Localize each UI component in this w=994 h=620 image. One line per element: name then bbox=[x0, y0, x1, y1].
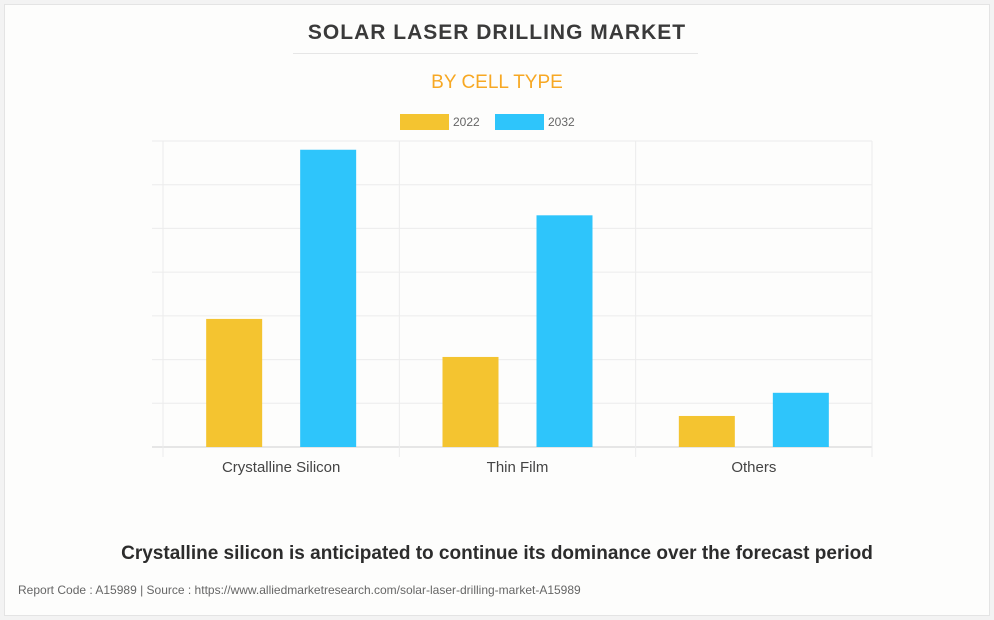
bar-2022-2 bbox=[678, 415, 735, 447]
chart-subtitle: BY CELL TYPE bbox=[431, 72, 563, 93]
chart-caption: Crystalline silicon is anticipated to co… bbox=[121, 543, 873, 564]
x-tick-label: Thin Film bbox=[487, 459, 549, 476]
title-divider bbox=[293, 53, 698, 54]
x-tick-label: Others bbox=[731, 459, 776, 476]
chart-title: SOLAR LASER DRILLING MARKET bbox=[307, 21, 687, 44]
legend-label-2032: 2032 bbox=[548, 115, 575, 129]
legend-swatch-2022 bbox=[400, 114, 449, 130]
legend-label-2022: 2022 bbox=[453, 115, 480, 129]
legend-swatch-2032 bbox=[495, 114, 544, 130]
bar-2022-0 bbox=[206, 318, 263, 447]
chart-card bbox=[4, 4, 990, 616]
x-tick-label: Crystalline Silicon bbox=[222, 459, 340, 476]
bar-2022-1 bbox=[442, 356, 499, 447]
source-footer: Report Code : A15989 | Source : https://… bbox=[18, 583, 581, 597]
bar-2032-0 bbox=[300, 149, 357, 447]
bar-2032-1 bbox=[536, 215, 593, 447]
bar-2032-2 bbox=[772, 392, 829, 447]
